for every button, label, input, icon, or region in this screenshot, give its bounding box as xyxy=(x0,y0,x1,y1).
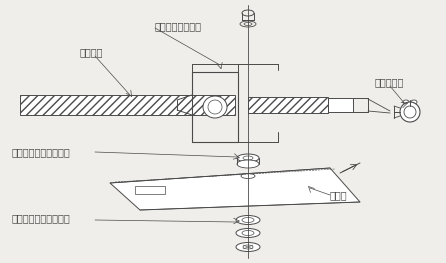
Bar xyxy=(135,186,165,194)
Text: ヒーター: ヒーター xyxy=(80,47,103,57)
Polygon shape xyxy=(110,168,360,210)
Ellipse shape xyxy=(403,100,409,104)
Bar xyxy=(192,72,238,142)
Bar xyxy=(328,98,353,112)
Text: 合わせブッシングオス: 合わせブッシングオス xyxy=(12,147,71,157)
Ellipse shape xyxy=(236,229,260,237)
Text: 反射板: 反射板 xyxy=(330,190,347,200)
Bar xyxy=(20,95,235,115)
Ellipse shape xyxy=(411,100,417,104)
Text: ヒーターホルダー: ヒーターホルダー xyxy=(155,21,202,31)
Ellipse shape xyxy=(400,102,420,122)
Ellipse shape xyxy=(404,106,416,118)
Ellipse shape xyxy=(236,215,260,225)
Text: ストッパー: ストッパー xyxy=(375,77,405,87)
Ellipse shape xyxy=(241,174,255,179)
Ellipse shape xyxy=(237,154,259,162)
Text: 合わせブッシングメス: 合わせブッシングメス xyxy=(12,213,71,223)
Ellipse shape xyxy=(236,242,260,251)
Ellipse shape xyxy=(237,160,259,168)
Bar xyxy=(248,97,328,113)
Ellipse shape xyxy=(203,96,227,118)
